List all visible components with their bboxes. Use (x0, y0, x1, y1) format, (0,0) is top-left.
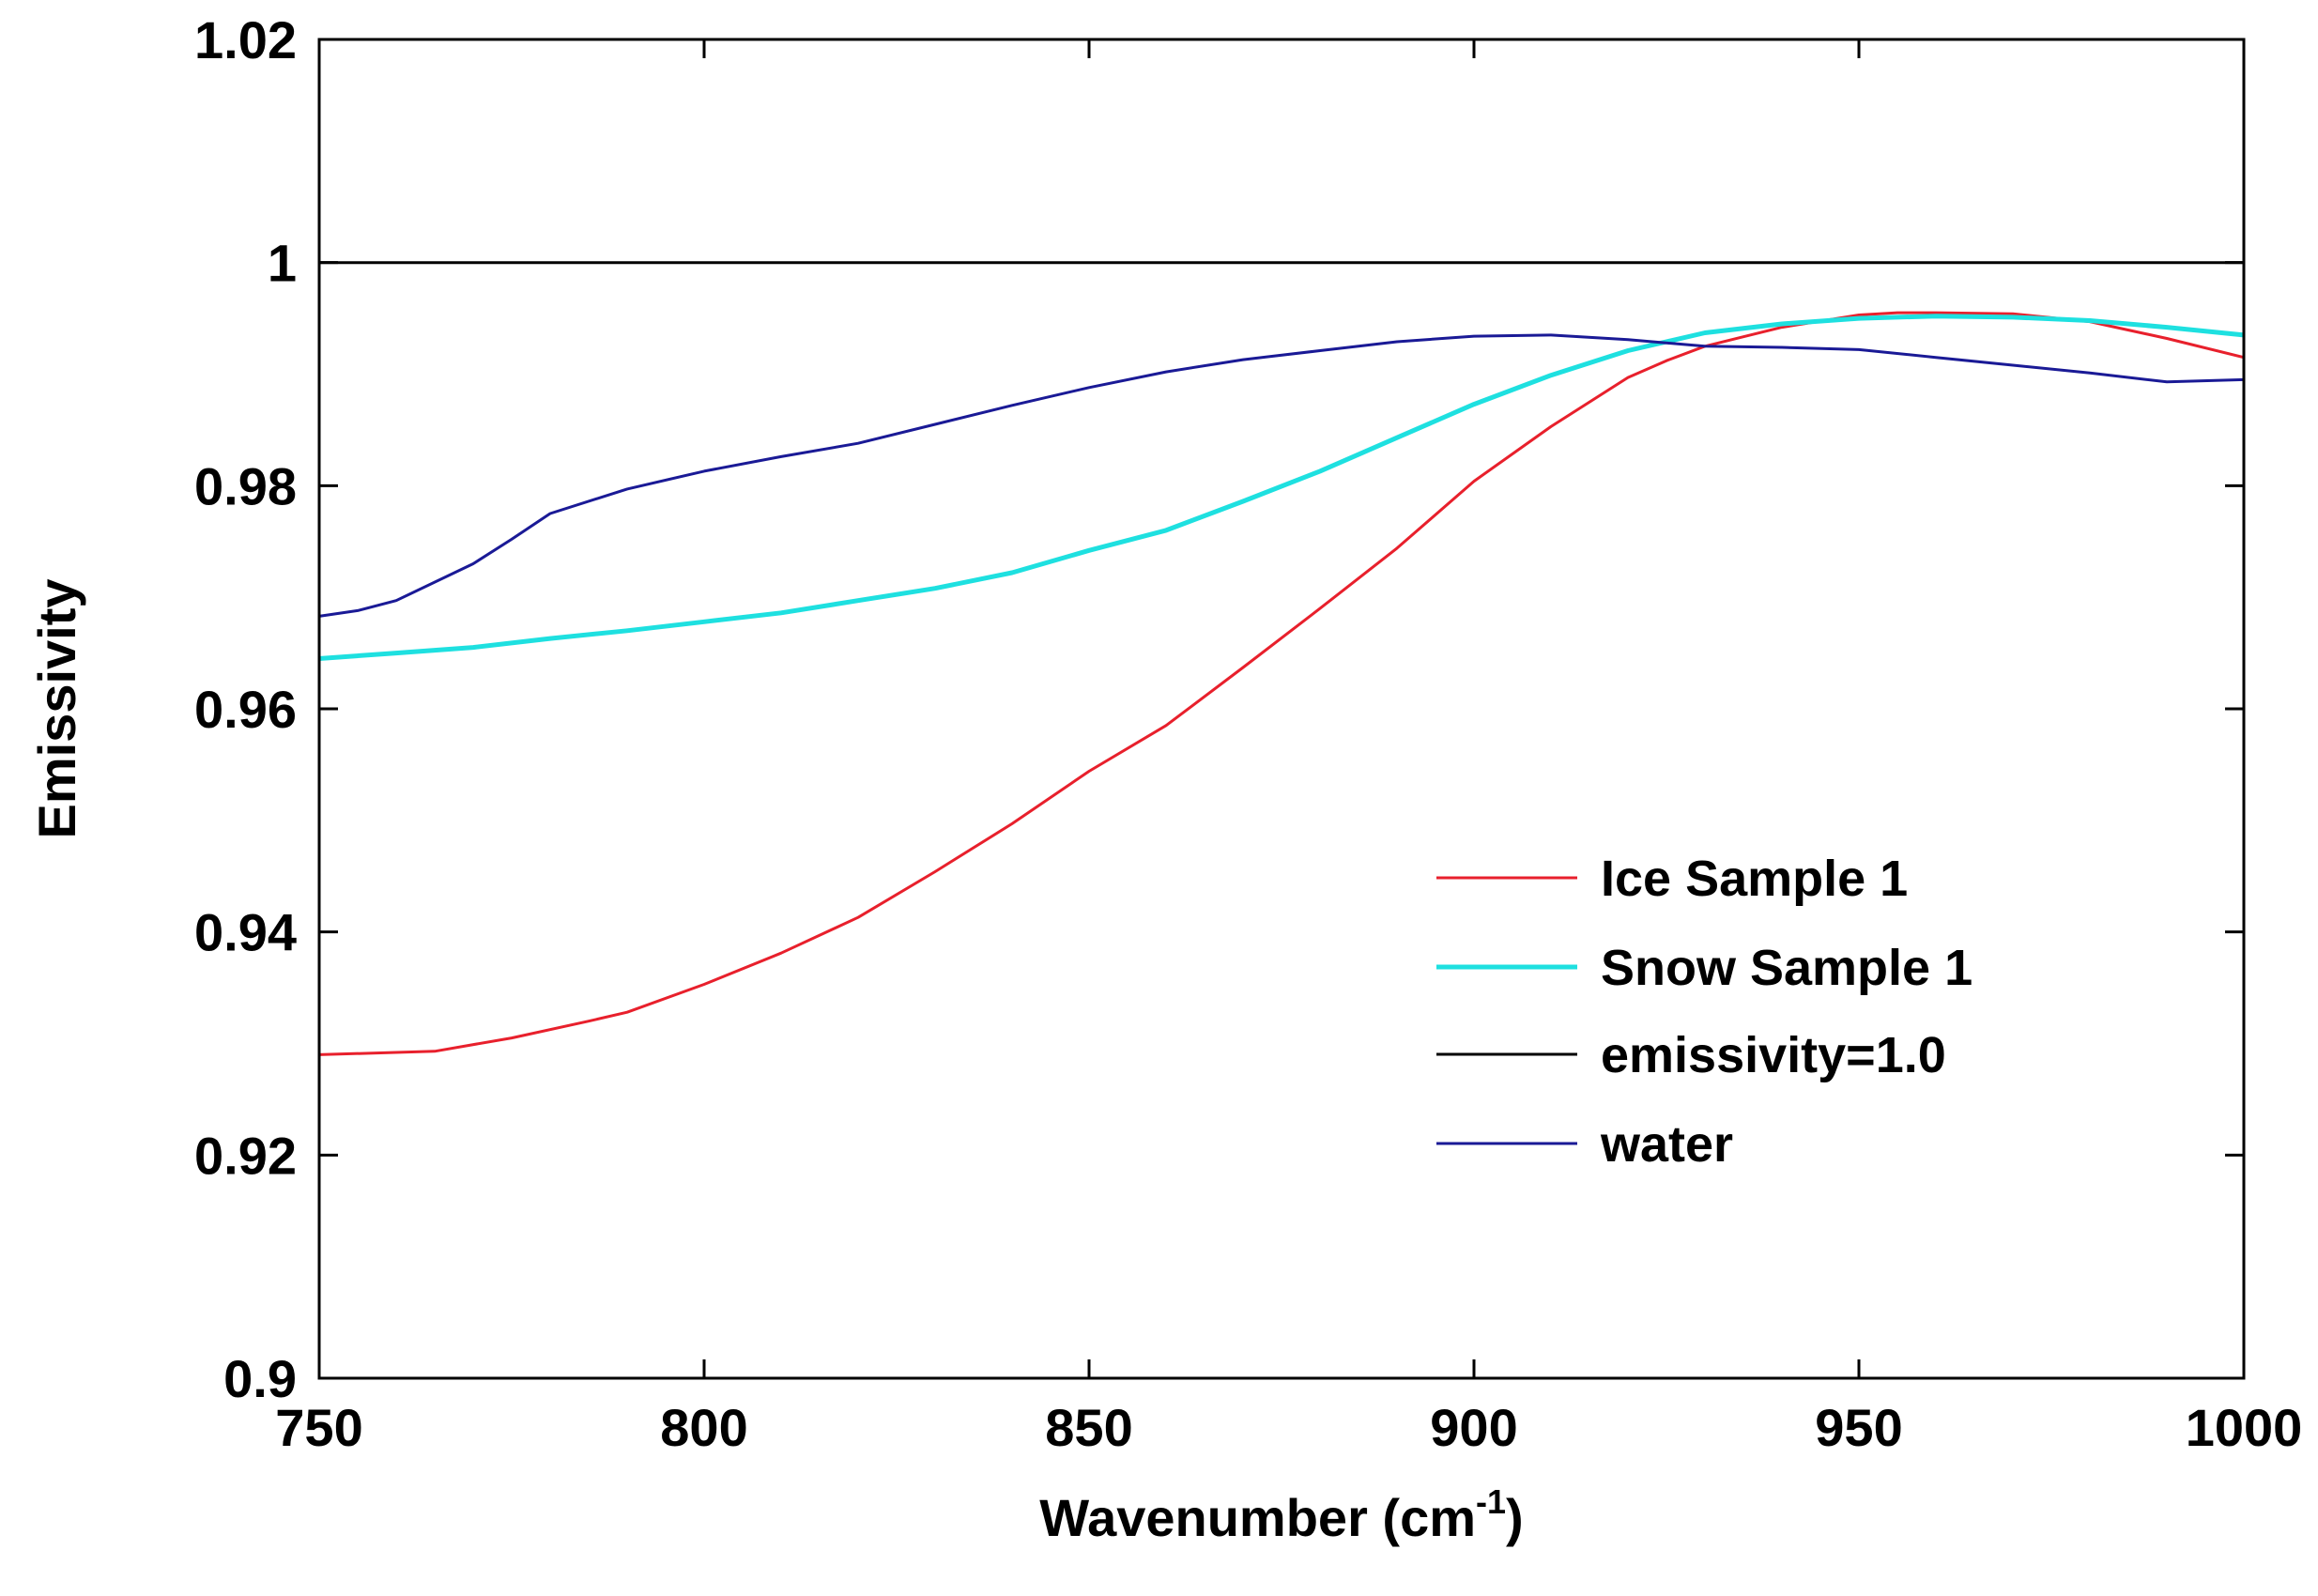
x-tick-label: 950 (1815, 1398, 1902, 1457)
x-axis-label-main: Wavenumber (cm (1039, 1488, 1476, 1547)
x-axis-label: Wavenumber (cm-1) (1039, 1482, 1523, 1547)
y-tick-label: 0.98 (194, 456, 297, 515)
x-tick-label: 1000 (2186, 1398, 2303, 1457)
series-line-ice-sample-1 (318, 311, 2245, 1056)
series-line-water (318, 333, 2245, 618)
legend-label: emissivity=1.0 (1601, 1027, 1946, 1083)
ticks-layer: 750 800 850 900 950 1000 0.9 0.92 0.94 0.96 0.98 1 1… (194, 10, 2302, 1457)
series-layer (318, 261, 2245, 1056)
legend: Ice Sample 1 Snow Sample 1 emissivity=1.0 w… (1436, 851, 1973, 1173)
y-tick-label: 0.9 (223, 1349, 297, 1408)
legend-label: Ice Sample 1 (1601, 851, 1908, 907)
x-tick-label: 800 (660, 1398, 747, 1457)
x-axis-label-superscript: -1 (1476, 1482, 1506, 1521)
series-line-snow-sample-1 (318, 314, 2245, 661)
x-tick-label: 850 (1045, 1398, 1132, 1457)
y-tick-label: 1.02 (194, 10, 297, 69)
x-axis-label-suffix: ) (1506, 1488, 1524, 1547)
y-tick-label: 0.96 (194, 680, 297, 739)
legend-label: water (1600, 1116, 1733, 1173)
y-axis-label: Emissivity (27, 578, 86, 838)
x-tick-label: 750 (275, 1398, 362, 1457)
y-tick-label: 0.94 (194, 903, 297, 962)
y-tick-label: 0.92 (194, 1126, 297, 1185)
y-tick-label: 1 (268, 234, 297, 293)
legend-label: Snow Sample 1 (1601, 940, 1973, 996)
x-tick-label: 900 (1430, 1398, 1517, 1457)
